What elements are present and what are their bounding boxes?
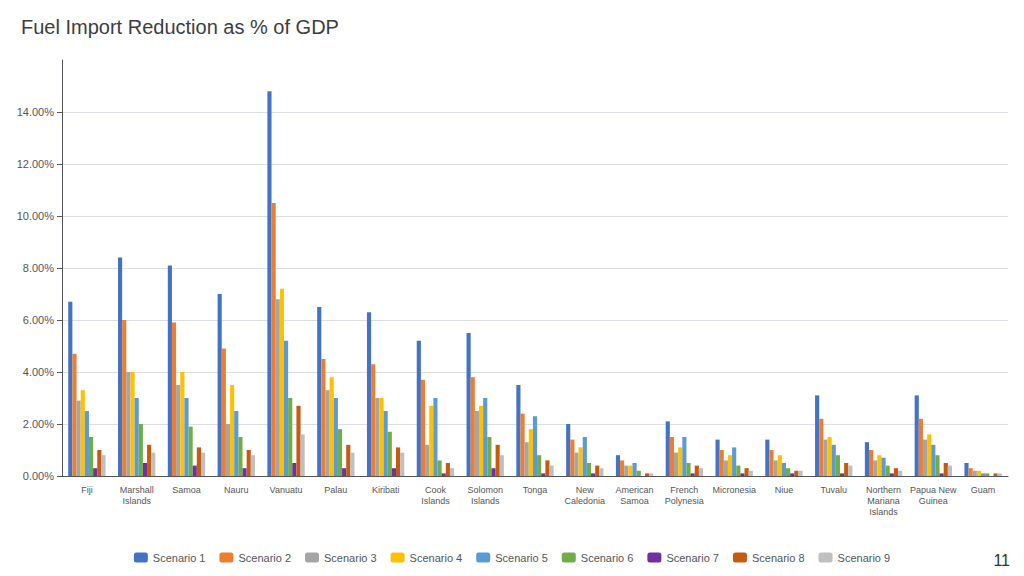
svg-text:Northern: Northern (866, 485, 901, 495)
svg-text:10.00%: 10.00% (17, 210, 55, 222)
svg-text:Islands: Islands (869, 507, 898, 517)
svg-text:Palau: Palau (324, 485, 347, 495)
svg-text:Marshall: Marshall (120, 485, 154, 495)
svg-text:French: French (670, 485, 698, 495)
svg-text:Scenario 5: Scenario 5 (495, 552, 548, 564)
svg-text:Cook: Cook (425, 485, 447, 495)
svg-text:Islands: Islands (471, 496, 500, 506)
svg-text:Scenario 1: Scenario 1 (153, 552, 206, 564)
svg-text:6.00%: 6.00% (23, 314, 54, 326)
svg-text:American: American (616, 485, 654, 495)
svg-text:12.00%: 12.00% (17, 158, 55, 170)
svg-text:Papua New: Papua New (910, 485, 957, 495)
svg-text:Vanuatu: Vanuatu (270, 485, 303, 495)
svg-text:4.00%: 4.00% (23, 366, 54, 378)
svg-text:Fuel Import Reduction as % of: Fuel Import Reduction as % of GDP (21, 16, 339, 38)
svg-text:Caledonia: Caledonia (565, 496, 606, 506)
svg-text:Scenario 8: Scenario 8 (752, 552, 805, 564)
svg-text:Scenario 4: Scenario 4 (410, 552, 463, 564)
svg-text:Guam: Guam (971, 485, 996, 495)
svg-text:2.00%: 2.00% (23, 418, 54, 430)
svg-text:Kiribati: Kiribati (372, 485, 400, 495)
svg-text:Tonga: Tonga (523, 485, 548, 495)
svg-text:0.00%: 0.00% (23, 470, 54, 482)
svg-text:Polynesia: Polynesia (665, 496, 704, 506)
svg-text:Islands: Islands (122, 496, 151, 506)
svg-text:Solomon: Solomon (467, 485, 503, 495)
svg-text:8.00%: 8.00% (23, 262, 54, 274)
svg-text:Samoa: Samoa (620, 496, 649, 506)
svg-text:14.00%: 14.00% (17, 106, 55, 118)
svg-text:New: New (576, 485, 595, 495)
svg-text:Micronesia: Micronesia (712, 485, 756, 495)
svg-text:Scenario 7: Scenario 7 (666, 552, 719, 564)
svg-text:Niue: Niue (775, 485, 794, 495)
svg-text:Guinea: Guinea (919, 496, 948, 506)
svg-text:Scenario 3: Scenario 3 (324, 552, 377, 564)
svg-text:Nauru: Nauru (224, 485, 249, 495)
svg-text:11: 11 (993, 552, 1010, 569)
svg-text:Tuvalu: Tuvalu (820, 485, 847, 495)
svg-text:Scenario 6: Scenario 6 (581, 552, 634, 564)
svg-text:Islands: Islands (421, 496, 450, 506)
svg-text:Mariana: Mariana (867, 496, 900, 506)
svg-text:Fiji: Fiji (81, 485, 93, 495)
svg-text:Scenario 2: Scenario 2 (238, 552, 291, 564)
svg-text:Samoa: Samoa (172, 485, 201, 495)
svg-text:Scenario 9: Scenario 9 (838, 552, 891, 564)
